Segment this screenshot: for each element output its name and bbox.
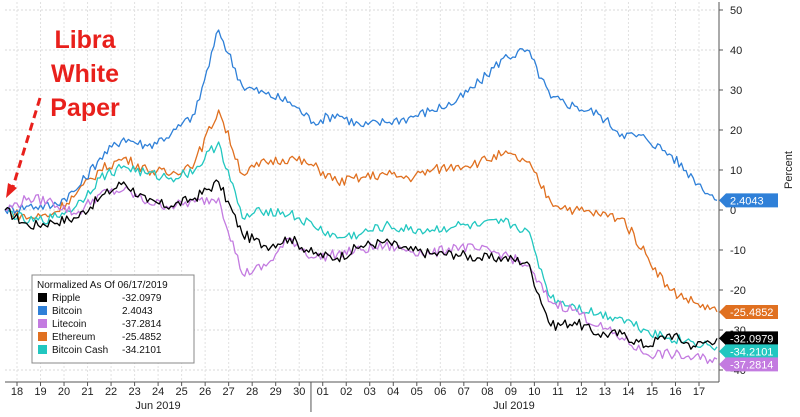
- x-tick-label: 19: [34, 386, 46, 398]
- series-line-litecoin: [4, 186, 718, 365]
- x-tick-label: 22: [105, 386, 117, 398]
- end-badge: [719, 331, 778, 346]
- series-line-bitcoin: [4, 29, 718, 215]
- x-tick-label: 14: [622, 386, 634, 398]
- end-badge-label: -37.2814: [730, 359, 773, 371]
- x-tick-label: 29: [270, 386, 282, 398]
- x-tick-label: 12: [575, 386, 587, 398]
- x-tick-label: 06: [434, 386, 446, 398]
- annotation-text: Paper: [50, 94, 120, 122]
- legend-value: 2.4043: [122, 306, 153, 317]
- legend-swatch: [38, 293, 47, 302]
- end-badge-label: 2.4043: [730, 195, 764, 207]
- legend-swatch: [38, 345, 47, 354]
- legend-value: -32.0979: [122, 293, 162, 304]
- x-tick-label: 17: [693, 386, 705, 398]
- annotation-arrow: [10, 97, 42, 191]
- legend: Normalized As Of 06/17/2019 Ripple -32.097…: [31, 274, 195, 364]
- y-tick-label: -20: [730, 285, 746, 297]
- legend-swatch: [38, 319, 47, 328]
- x-tick-label: 08: [481, 386, 493, 398]
- x-tick-label: 09: [505, 386, 517, 398]
- series-lines: [4, 29, 718, 365]
- series-line-bitcoin-cash: [4, 141, 718, 351]
- x-tick-label: 24: [152, 386, 164, 398]
- x-tick-label: 05: [411, 386, 423, 398]
- x-month-label: Jul 2019: [493, 400, 535, 412]
- annotation-arrowhead: [6, 183, 17, 198]
- x-tick-label: 01: [317, 386, 329, 398]
- x-tick-label: 07: [458, 386, 470, 398]
- x-tick-label: 11: [552, 386, 563, 398]
- x-axis: 18 19 20 21 22 23 24 25 26 27 28 29 30 01 02 03 04 05 06 07…: [5, 381, 719, 412]
- end-badge-label: -34.2101: [730, 346, 773, 358]
- legend-name: Ethereum: [52, 332, 95, 343]
- y-tick-label: 30: [730, 85, 742, 97]
- x-tick-label: 21: [81, 386, 93, 398]
- x-tick-label: 10: [528, 386, 540, 398]
- x-tick-label: 04: [387, 386, 399, 398]
- x-tick-label: 27: [223, 386, 235, 398]
- x-tick-label: 15: [646, 386, 658, 398]
- x-tick-label: 23: [128, 386, 140, 398]
- end-badge: [719, 304, 778, 319]
- x-tick-label: 25: [175, 386, 187, 398]
- y-tick-label: -10: [730, 245, 746, 257]
- y-tick-label: 50: [730, 5, 742, 17]
- y-tick-label: 10: [730, 165, 742, 177]
- end-badge-label: -25.4852: [730, 307, 773, 319]
- series-line-ethereum: [4, 109, 718, 313]
- end-badge: [719, 357, 778, 372]
- x-tick-label: 18: [11, 386, 23, 398]
- end-value-badges: 2.4043 -25.4852 -32.0979-34.2101-37.2814: [719, 193, 778, 372]
- x-tick-label: 20: [58, 386, 70, 398]
- y-tick-label: 20: [730, 125, 742, 137]
- legend-name: Bitcoin Cash: [52, 345, 108, 356]
- legend-name: Bitcoin: [52, 306, 82, 317]
- x-tick-label: 02: [340, 386, 352, 398]
- x-tick-label: 30: [293, 386, 305, 398]
- legend-name: Ripple: [52, 293, 81, 304]
- x-month-label: Jun 2019: [135, 400, 180, 412]
- y-tick-label: 0: [730, 205, 736, 217]
- legend-value: -37.2814: [122, 319, 162, 330]
- legend-swatch: [38, 306, 47, 315]
- annotation: Libra White Paper: [6, 26, 120, 198]
- legend-box: [31, 274, 195, 364]
- end-badge: [719, 344, 778, 359]
- x-tick-label: 13: [599, 386, 611, 398]
- legend-value: -34.2101: [122, 345, 162, 356]
- legend-value: -25.4852: [122, 332, 162, 343]
- x-tick-label: 28: [246, 386, 258, 398]
- y-axis-label: Percent: [783, 151, 795, 189]
- legend-name: Litecoin: [52, 319, 86, 330]
- legend-title: Normalized As Of 06/17/2019: [37, 280, 168, 291]
- end-badge: [719, 193, 778, 208]
- x-tick-label: 26: [199, 386, 211, 398]
- annotation-text: White: [51, 60, 119, 88]
- legend-swatch: [38, 332, 47, 341]
- series-line-ripple: [4, 179, 718, 350]
- x-tick-label: 16: [669, 386, 681, 398]
- annotation-text: Libra: [54, 26, 116, 54]
- y-tick-label: 40: [730, 45, 742, 57]
- x-tick-label: 03: [364, 386, 376, 398]
- end-badge-label: -32.0979: [730, 333, 773, 345]
